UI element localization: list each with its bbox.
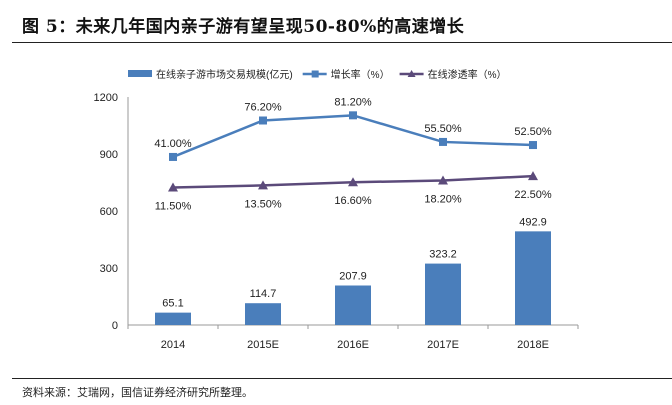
penetration-marker: [258, 180, 268, 190]
bar-label: 323.2: [429, 249, 457, 261]
y-tick-label: 0: [112, 320, 118, 332]
bar-label: 114.7: [250, 288, 277, 300]
y-tick-label: 900: [100, 149, 118, 161]
bar: [335, 285, 371, 325]
growth-label: 41.00%: [154, 138, 192, 150]
growth-marker: [439, 137, 447, 146]
x-tick-label: 2015E: [247, 339, 279, 351]
penetration-marker: [438, 175, 448, 185]
growth-line: [172, 114, 534, 159]
penetration-marker: [168, 182, 178, 192]
source-note: 资料来源：艾瑞网，国信证券经济研究所整理。: [22, 386, 253, 399]
legend-triangle-marker: [407, 70, 416, 77]
penetration-label: 22.50%: [514, 189, 552, 201]
growth-label: 81.20%: [334, 96, 372, 108]
title-divider: [12, 42, 672, 43]
y-tick-label: 300: [100, 263, 118, 275]
penetration-label: 11.50%: [155, 200, 192, 212]
bar-label: 492.9: [519, 216, 547, 228]
x-tick-label: 2016E: [337, 339, 369, 351]
penetration-label: 18.20%: [424, 194, 462, 206]
growth-label: 76.20%: [244, 102, 282, 114]
source-divider: [12, 378, 672, 379]
bar: [515, 231, 551, 325]
growth-marker: [349, 111, 357, 120]
x-tick-label: 2014: [161, 339, 185, 351]
penetration-marker: [348, 177, 358, 187]
x-tick-label: 2017E: [427, 339, 459, 351]
legend-label: 在线渗透率（%）: [428, 68, 507, 81]
growth-marker: [169, 152, 177, 161]
growth-label: 55.50%: [424, 123, 462, 135]
growth-marker: [529, 141, 537, 150]
legend-square-marker: [311, 70, 319, 78]
legend-label: 在线亲子游市场交易规模(亿元): [156, 68, 293, 81]
penetration-label: 16.60%: [334, 195, 372, 207]
bar: [155, 312, 191, 325]
figure-title: 图 5：未来几年国内亲子游有望呈现50-80%的高速增长: [22, 17, 465, 37]
growth-label: 52.50%: [514, 126, 552, 138]
y-tick-label: 600: [100, 206, 118, 218]
y-tick-label: 1200: [94, 92, 118, 104]
growth-marker: [259, 116, 267, 125]
penetration-label: 13.50%: [244, 198, 282, 210]
x-tick-label: 2018E: [517, 339, 549, 351]
bar: [425, 263, 461, 325]
bar-label: 65.1: [162, 298, 183, 310]
legend-label: 增长率（%）: [331, 68, 390, 81]
bar-label: 207.9: [339, 270, 367, 282]
legend-bar-swatch: [128, 70, 152, 77]
penetration-marker: [528, 171, 538, 181]
bar: [245, 303, 281, 325]
